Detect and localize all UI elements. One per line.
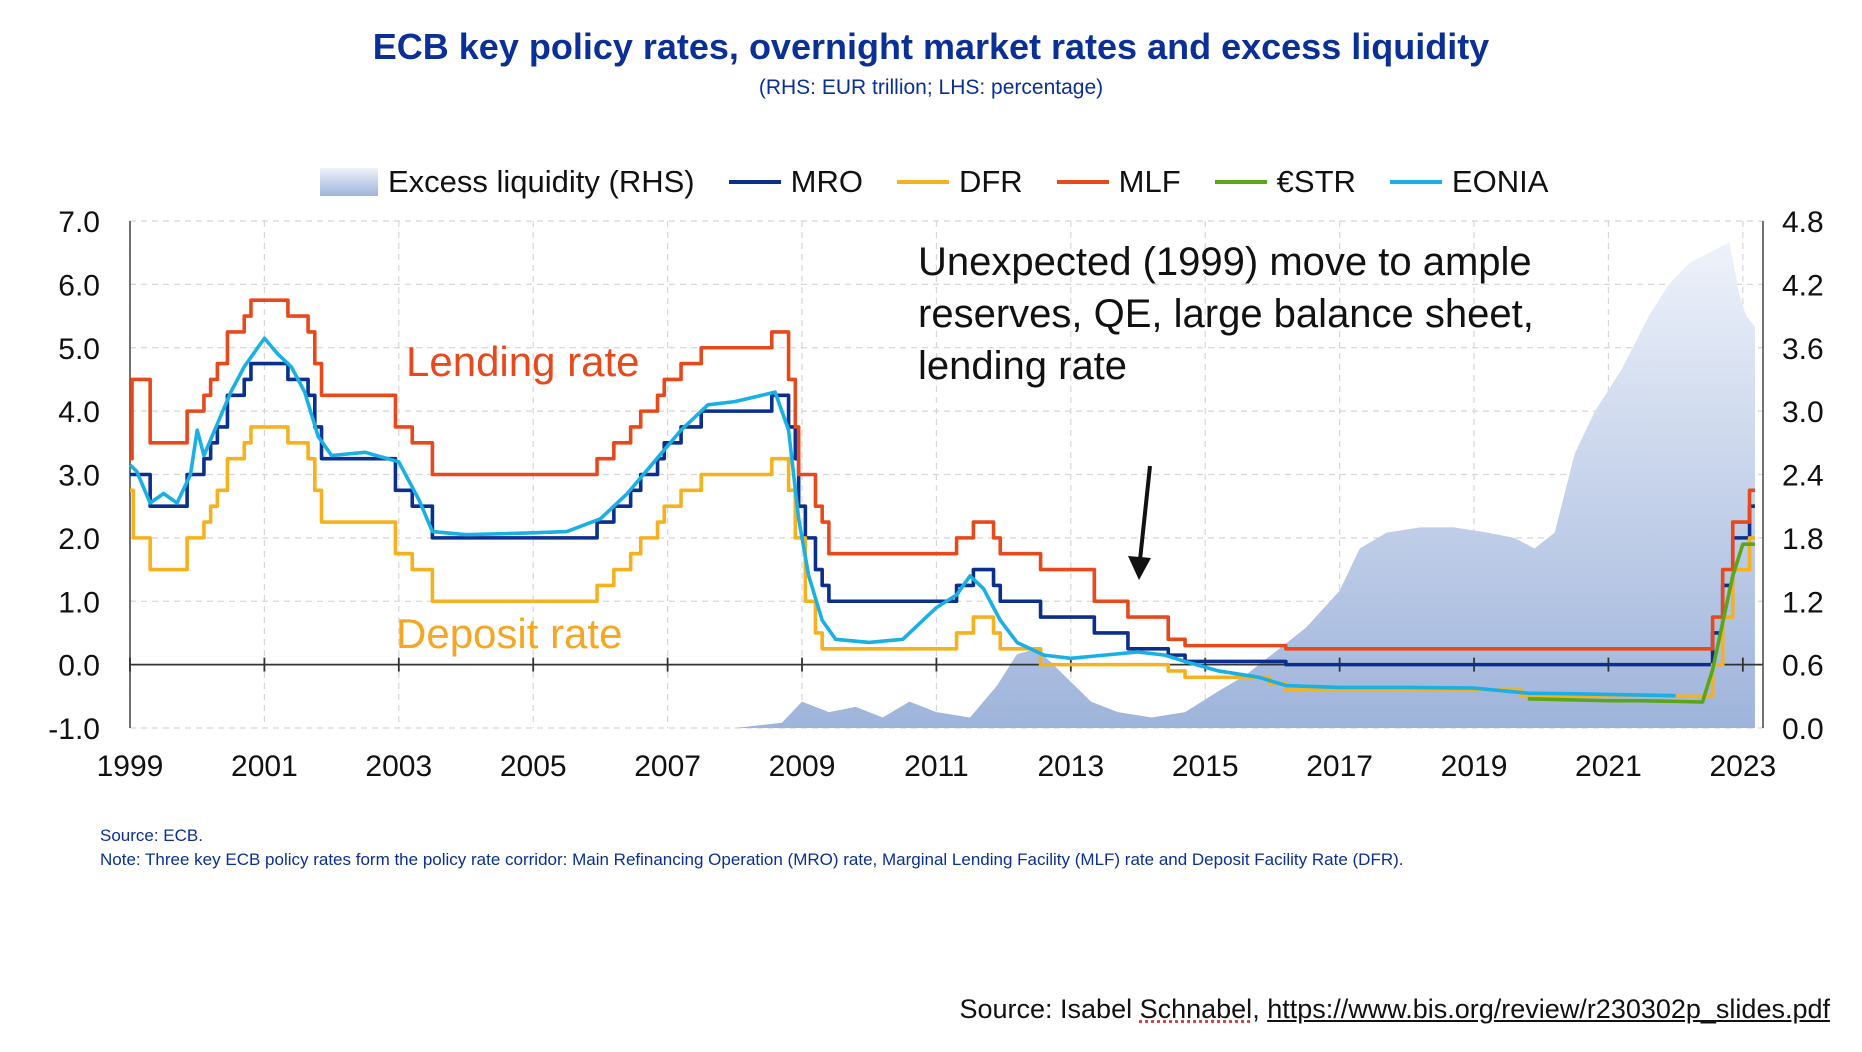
- series-line-mlf: [130, 298, 1755, 651]
- x-tick-label: 2009: [769, 750, 836, 783]
- legend-item-mro: MRO: [728, 164, 863, 200]
- credit-prefix: Source: Isabel: [959, 994, 1140, 1024]
- line-layer: [128, 298, 1755, 704]
- y-left-tick-label: 4.0: [58, 396, 100, 429]
- legend-label-eonia: EONIA: [1451, 164, 1549, 199]
- y-right-tick-label: 3.6: [1782, 333, 1824, 366]
- callout-text: Unexpected (1999) move to ample reserves…: [918, 236, 1818, 392]
- legend-label-mro: MRO: [790, 164, 863, 199]
- legend-label-dfr: DFR: [958, 164, 1023, 199]
- legend-item-excess-liquidity: Excess liquidity (RHS): [320, 164, 695, 200]
- y-left-tick-label: 0.0: [58, 650, 100, 683]
- credit-line: Source: Isabel Schnabel, https://www.bis…: [959, 994, 1830, 1025]
- annotation-arrow-shaft: [1138, 465, 1152, 561]
- y-right-tick-label: 0.0: [1782, 713, 1824, 746]
- legend-item-mlf: MLF: [1056, 164, 1181, 200]
- y-left-tick-label: 6.0: [58, 269, 100, 302]
- legend-item-dfr: DFR: [896, 164, 1023, 200]
- credit-author: Schnabel: [1139, 994, 1253, 1024]
- legend-label-mlf: MLF: [1118, 164, 1181, 199]
- legend-label-excess-liquidity: Excess liquidity (RHS): [388, 164, 695, 199]
- y-left-tick-label: -1.0: [48, 713, 100, 746]
- y-right-tick-label: 0.6: [1782, 650, 1824, 683]
- excess-liquidity-area: [130, 242, 1755, 728]
- legend-swatch-estr: [1214, 180, 1267, 184]
- y-right-tick-label: 1.8: [1782, 523, 1824, 556]
- x-tick-label: 2023: [1709, 750, 1776, 783]
- x-tick-label: 2007: [634, 750, 701, 783]
- y-left-tick-label: 7.0: [58, 206, 100, 239]
- y-right-tick-label: 3.0: [1782, 396, 1824, 429]
- callout-line-1: Unexpected (1999) move to ample: [918, 240, 1532, 284]
- tick-layer: 7.0 6.0 5.0 4.0 3.0 2.0 1.0 0.0 -1.0 4.8 4.2 3.6 3.0…: [48, 206, 1823, 783]
- y-left-tick-label: 3.0: [58, 460, 100, 493]
- legend-swatch-eonia: [1389, 180, 1442, 184]
- series-line-mro: [130, 361, 1755, 667]
- series-line-dfr: [130, 425, 1755, 699]
- x-tick-label: 2017: [1306, 750, 1373, 783]
- x-tick-label: 2019: [1441, 750, 1508, 783]
- footnote: Note: Three key ECB policy rates form th…: [100, 850, 1404, 869]
- y-right-tick-label: 4.8: [1782, 206, 1824, 239]
- x-tick-label: 1999: [97, 750, 164, 783]
- annotation-arrow: [1128, 465, 1152, 580]
- legend-item-eonia: EONIA: [1389, 164, 1549, 200]
- y-right-tick-label: 2.4: [1782, 460, 1824, 493]
- annotation-arrow-head: [1128, 556, 1151, 580]
- x-tick-label: 2005: [500, 750, 567, 783]
- y-left-tick-label: 1.0: [58, 586, 100, 619]
- legend-item-estr: €STR: [1214, 164, 1356, 200]
- legend-swatch-mro: [728, 180, 781, 184]
- callout-line-3: lending rate: [918, 344, 1128, 388]
- series-line-eonia: [128, 336, 1676, 698]
- y-right-tick-label: 4.2: [1782, 269, 1824, 302]
- legend-swatch-dfr: [896, 180, 949, 184]
- x-tick-label: 2001: [231, 750, 298, 783]
- source-note: Source: ECB.: [100, 826, 203, 845]
- chart-legend: Excess liquidity (RHS) MRO DFR MLF €STR …: [320, 160, 1548, 204]
- credit-separator: ,: [1252, 994, 1268, 1024]
- x-tick-label: 2021: [1575, 750, 1642, 783]
- chart-subtitle: (RHS: EUR trillion; LHS: percentage): [758, 76, 1104, 99]
- deposit-rate-label: Deposit rate: [396, 610, 623, 657]
- y-right-tick-label: 1.2: [1782, 586, 1824, 619]
- credit-url-link[interactable]: https://www.bis.org/review/r230302p_slid…: [1267, 994, 1830, 1024]
- legend-swatch-excess-liquidity: [320, 168, 378, 196]
- legend-label-estr: €STR: [1276, 164, 1356, 199]
- x-tick-label: 2003: [365, 750, 432, 783]
- x-tick-label: 2015: [1172, 750, 1239, 783]
- x-tick-label: 2011: [904, 750, 969, 783]
- y-left-tick-label: 5.0: [58, 333, 100, 366]
- area-layer: [130, 242, 1755, 728]
- series-line-str: [1527, 542, 1755, 704]
- chart-title: ECB key policy rates, overnight market r…: [372, 26, 1490, 67]
- y-left-tick-label: 2.0: [58, 523, 100, 556]
- x-tick-label: 2013: [1037, 750, 1104, 783]
- legend-swatch-mlf: [1056, 180, 1109, 184]
- callout-line-2: reserves, QE, large balance sheet,: [918, 292, 1534, 336]
- lending-rate-label: Lending rate: [406, 338, 640, 385]
